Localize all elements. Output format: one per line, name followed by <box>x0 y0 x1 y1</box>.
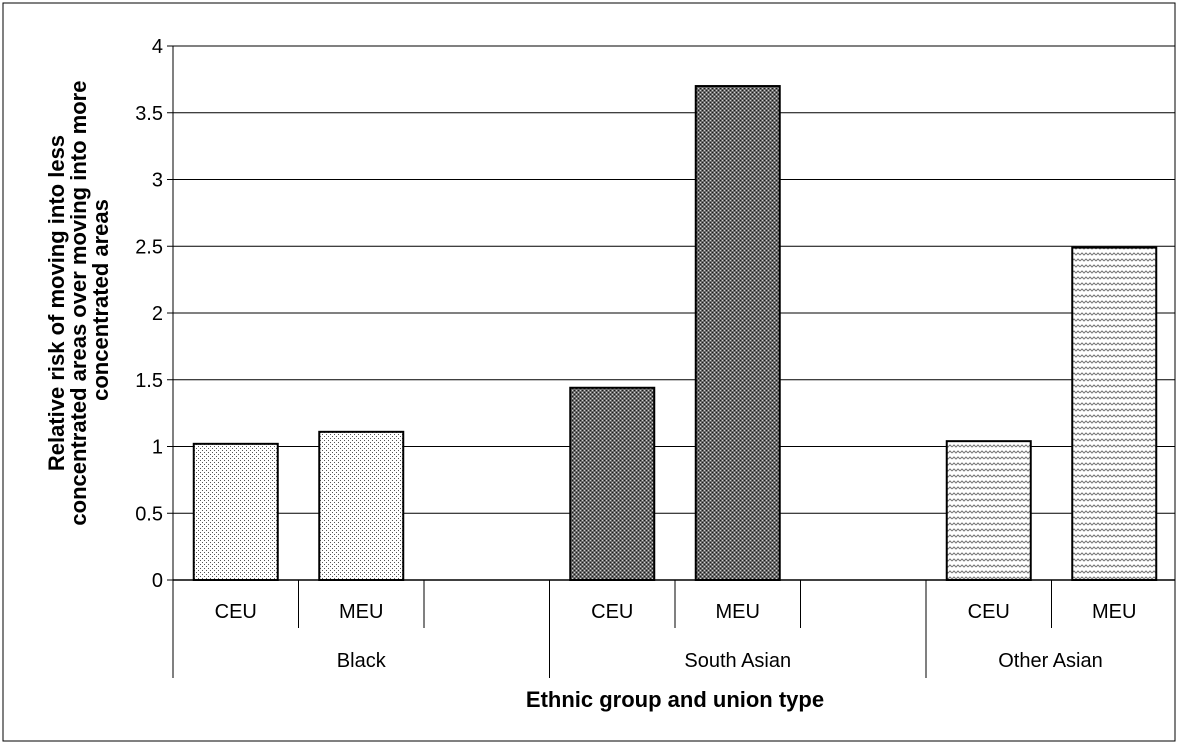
y-tick-label: 1.5 <box>135 370 163 392</box>
x-category-label: MEU <box>716 601 760 623</box>
y-axis-title-line-3: concentrated areas <box>88 199 113 401</box>
x-category-label: MEU <box>339 601 383 623</box>
y-tick-label: 2 <box>152 303 163 325</box>
bar-other-asian-ceu <box>945 440 1032 581</box>
x-category-label: CEU <box>968 601 1010 623</box>
y-tick-label: 2.5 <box>135 236 163 258</box>
y-tick-labels: 0 0.5 1 1.5 2 2.5 3 3.5 4 <box>135 36 163 592</box>
bars <box>192 85 1158 582</box>
y-tick-label: 1 <box>152 437 163 459</box>
y-tick-label: 3 <box>152 170 163 192</box>
y-tick-label: 0.5 <box>135 503 163 525</box>
bar-black-meu <box>318 430 405 581</box>
bar-south-asian-ceu <box>569 386 656 582</box>
x-axis-title: Ethnic group and union type <box>526 687 824 712</box>
x-category-label: CEU <box>591 601 633 623</box>
x-group-label: Other Asian <box>998 650 1103 672</box>
x-category-labels: CEU MEU Black CEU MEU South Asian CEU MEU Other … <box>215 601 1137 672</box>
y-tick-label: 4 <box>152 36 163 58</box>
bar-black-ceu <box>192 442 279 581</box>
y-axis-title: Relative risk of moving into less concen… <box>44 74 113 525</box>
y-axis-title-line-1: Relative risk of moving into less <box>44 135 69 471</box>
x-group-label: South Asian <box>684 650 791 672</box>
axes <box>167 45 1175 678</box>
x-category-label: MEU <box>1092 601 1136 623</box>
bar-other-asian-meu <box>1071 246 1158 582</box>
y-tick-label: 3.5 <box>135 103 163 125</box>
bar-south-asian-meu <box>694 85 781 582</box>
x-category-label: CEU <box>215 601 257 623</box>
y-axis-title-line-2: concentrated areas over moving into more <box>66 81 91 526</box>
x-group-label: Black <box>337 650 387 672</box>
y-tick-label: 0 <box>152 570 163 592</box>
